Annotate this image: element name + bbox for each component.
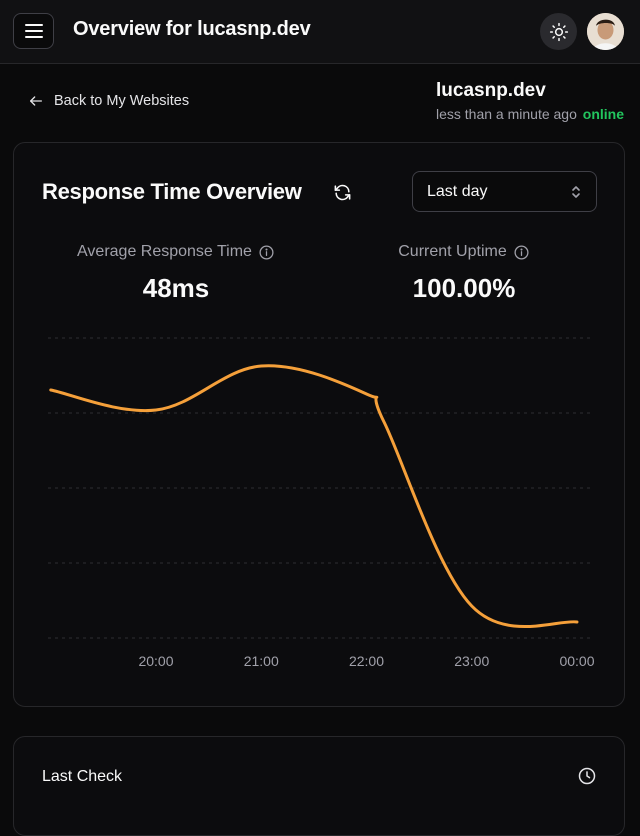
x-tick-label: 20:00 [138, 653, 173, 669]
uptime-stat: Current Uptime 100.00% [334, 243, 594, 304]
response-time-chart: 20:00 21:00 22:00 23:00 00:00 [48, 337, 595, 669]
x-tick-label: 21:00 [244, 653, 279, 669]
chevron-up-down-icon [572, 185, 580, 198]
status-badge: online [582, 106, 624, 122]
site-name: lucasnp.dev [436, 80, 546, 101]
uptime-label-row: Current Uptime [334, 243, 594, 261]
top-bar: Overview for lucasnp.dev [0, 0, 640, 64]
card-title: Response Time Overview [42, 179, 302, 204]
last-seen-text: less than a minute ago [436, 106, 577, 122]
uptime-value: 100.00% [412, 273, 516, 303]
sun-icon [549, 22, 568, 41]
avg-response-label-row: Average Response Time [46, 243, 306, 261]
response-time-line [49, 364, 579, 628]
avg-response-value: 48ms [142, 273, 210, 303]
x-tick-label: 23:00 [454, 653, 489, 669]
menu-button[interactable] [13, 13, 54, 49]
arrow-left-icon [30, 96, 42, 106]
refresh-button[interactable] [331, 181, 353, 203]
time-range-value: Last day [427, 182, 488, 200]
back-to-websites-link[interactable]: Back to My Websites [28, 90, 189, 112]
refresh-icon [334, 184, 350, 200]
response-time-card: Response Time Overview Last day Average … [13, 142, 625, 707]
last-check-card: Last Check [13, 736, 625, 836]
info-icon[interactable] [513, 244, 530, 261]
avg-response-stat: Average Response Time 48ms [46, 243, 306, 304]
site-status: less than a minute ago online [436, 106, 624, 122]
avatar-image [587, 13, 624, 50]
back-link-label: Back to My Websites [54, 93, 190, 109]
last-check-title: Last Check [42, 768, 123, 785]
page-title: Overview for lucasnp.dev [73, 18, 311, 40]
clock-icon [578, 767, 596, 785]
uptime-label: Current Uptime [398, 243, 507, 260]
x-tick-label: 22:00 [349, 653, 384, 669]
time-range-select[interactable]: Last day [412, 171, 597, 212]
user-avatar[interactable] [587, 13, 624, 50]
theme-toggle-button[interactable] [540, 13, 577, 50]
info-icon[interactable] [258, 244, 275, 261]
x-tick-label: 00:00 [559, 653, 594, 669]
avg-response-label: Average Response Time [77, 243, 252, 260]
hamburger-icon [24, 24, 43, 38]
